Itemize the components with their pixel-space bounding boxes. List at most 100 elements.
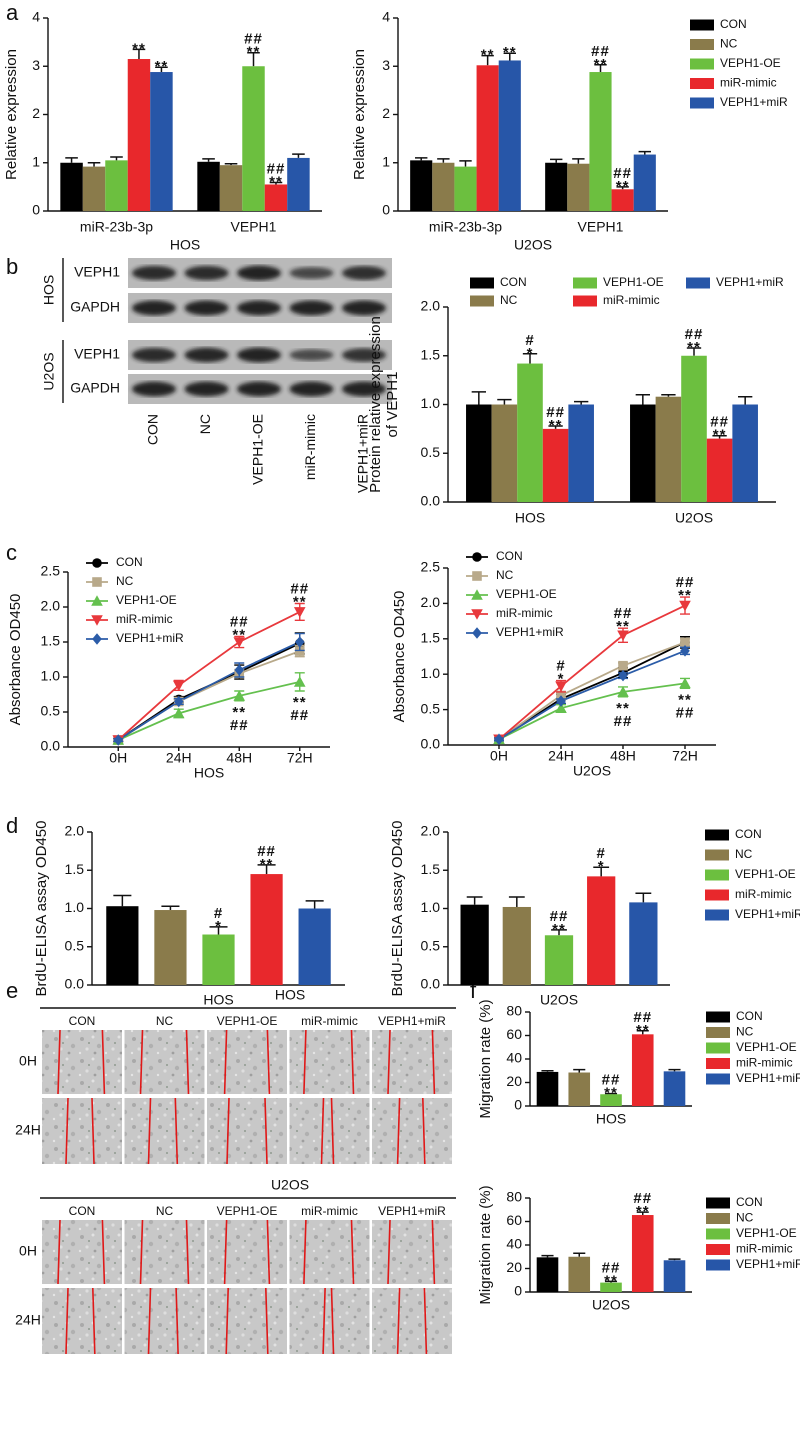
- error-bar: [593, 866, 610, 877]
- x-tick-label: 0H: [490, 748, 508, 764]
- y-tick-label: 0.5: [41, 703, 61, 719]
- time-label: 0H: [19, 1243, 37, 1259]
- wound-group: NC: [156, 1014, 174, 1028]
- significance-mark: **: [678, 691, 692, 708]
- legend-swatch: [690, 97, 714, 109]
- wound-image: [124, 1030, 205, 1094]
- wound-edge: [139, 1219, 144, 1285]
- wound-edge: [57, 1029, 61, 1095]
- legend-label: VEPH1-OE: [736, 1040, 797, 1054]
- marker: [92, 633, 102, 645]
- significance-mark: **: [604, 1085, 618, 1102]
- bar: [568, 1072, 591, 1106]
- x-tick-label: 72H: [672, 748, 698, 764]
- significance-mark: ##: [591, 43, 610, 60]
- y-tick-label: 0.5: [421, 700, 441, 716]
- significance-mark: ##: [676, 574, 695, 591]
- legend-swatch: [706, 1011, 730, 1023]
- wound-edge: [57, 1219, 61, 1285]
- y-tick-label: 0.0: [421, 976, 441, 992]
- time-label: 0H: [19, 1053, 37, 1069]
- legend-label: miR-mimic: [496, 606, 553, 620]
- wound-edge: [320, 1097, 325, 1165]
- lane-label: VEPH1-OE: [250, 414, 266, 485]
- blot-band: [342, 348, 386, 362]
- y-tick-label: 60: [506, 1212, 522, 1228]
- marker: [92, 577, 102, 587]
- marker: [91, 615, 103, 626]
- error-bar: [415, 157, 428, 161]
- legend-label: VEPH1-OE: [496, 587, 557, 601]
- error-bar: [257, 864, 276, 875]
- legend-label: NC: [500, 293, 518, 307]
- bar: [60, 162, 83, 211]
- marker: [618, 669, 628, 682]
- error-bar: [471, 391, 486, 405]
- error-bar: [738, 395, 753, 405]
- x-axis-label: U2OS: [540, 992, 578, 1008]
- y-axis-label: Migration rate (%): [477, 999, 494, 1118]
- blot-band: [289, 349, 334, 361]
- y-tick-label: 3: [32, 57, 40, 73]
- wound-edge: [223, 1219, 228, 1285]
- line: [117, 611, 301, 741]
- legend-label: CON: [720, 17, 747, 31]
- wound-edge: [330, 1287, 335, 1355]
- y-tick-label: 0.0: [421, 493, 441, 509]
- legend-swatch: [706, 1073, 730, 1085]
- marker: [472, 571, 482, 581]
- error-bar: [548, 425, 563, 429]
- bar: [105, 160, 128, 211]
- wound-image: [124, 1098, 205, 1164]
- significance-mark: ##: [290, 707, 309, 724]
- significance-mark: ##: [710, 414, 729, 431]
- y-tick-label: 1.5: [421, 861, 441, 877]
- bar: [706, 438, 733, 502]
- wound-edge: [185, 1029, 190, 1095]
- error-bar: [572, 158, 585, 164]
- wound-group: miR-mimic: [301, 1204, 358, 1218]
- legend-label: CON: [500, 275, 527, 289]
- significance-mark: *: [215, 918, 222, 935]
- significance-mark: #: [556, 658, 565, 675]
- legend-label: NC: [736, 1211, 754, 1225]
- marker: [679, 600, 691, 612]
- legend-label: miR-mimic: [603, 293, 660, 307]
- x-tick-label: 24H: [548, 748, 574, 764]
- panel-label: c: [6, 540, 17, 565]
- cell-line-label: HOS: [41, 275, 57, 305]
- wound-image: [372, 1288, 452, 1354]
- wound-group: NC: [156, 1204, 174, 1218]
- bar: [633, 154, 656, 211]
- y-tick-label: 40: [506, 1236, 522, 1252]
- y-tick-label: 0.0: [421, 736, 441, 752]
- legend-label: VEPH1-OE: [736, 1226, 797, 1240]
- significance-mark: ##: [244, 31, 263, 48]
- bar: [517, 363, 543, 502]
- legend-label: NC: [496, 568, 514, 582]
- wound-group: VEPH1+miR: [378, 1204, 446, 1218]
- error-bar: [573, 1068, 586, 1073]
- significance-mark: ##: [230, 613, 249, 630]
- marker: [293, 676, 306, 687]
- marker: [494, 733, 504, 746]
- error-bar: [113, 894, 132, 907]
- y-tick-label: 4: [382, 9, 390, 25]
- wound-edge: [147, 1097, 152, 1165]
- x-axis-label: U2OS: [573, 763, 611, 779]
- marker: [172, 707, 185, 719]
- bar: [630, 404, 656, 502]
- wound-edge: [265, 1287, 269, 1355]
- y-tick-label: 2.0: [41, 598, 61, 614]
- y-tick-label: 0: [514, 1097, 522, 1113]
- error-bar: [616, 186, 629, 190]
- y-tick-label: 3: [382, 57, 390, 73]
- blot-band: [132, 265, 176, 281]
- marker: [471, 589, 483, 600]
- wound-edge: [175, 1287, 179, 1355]
- wound-edge: [223, 1029, 228, 1095]
- y-tick-label: 0.5: [421, 444, 441, 460]
- bar: [287, 157, 310, 211]
- marker: [472, 552, 482, 562]
